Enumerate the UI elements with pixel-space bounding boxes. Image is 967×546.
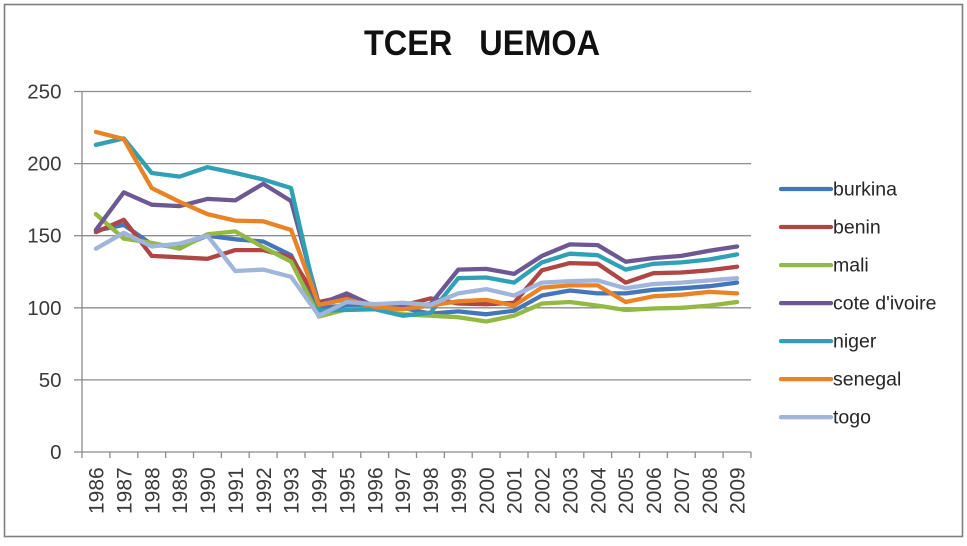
- svg-text:1992: 1992: [253, 467, 276, 514]
- svg-text:1988: 1988: [141, 467, 164, 514]
- svg-text:mali: mali: [833, 255, 869, 277]
- svg-text:togo: togo: [833, 407, 871, 429]
- svg-text:2004: 2004: [587, 467, 610, 514]
- svg-text:2005: 2005: [615, 467, 638, 514]
- svg-text:1993: 1993: [281, 467, 304, 514]
- svg-text:1990: 1990: [197, 467, 220, 514]
- svg-text:benin: benin: [833, 217, 881, 239]
- svg-text:2000: 2000: [476, 467, 499, 514]
- svg-text:1991: 1991: [225, 467, 248, 514]
- svg-text:cote d'ivoire: cote d'ivoire: [833, 293, 936, 315]
- svg-text:TCER UEMOA: TCER UEMOA: [364, 24, 600, 63]
- svg-text:1996: 1996: [364, 467, 387, 514]
- svg-text:1987: 1987: [113, 467, 136, 514]
- svg-text:1995: 1995: [336, 467, 359, 514]
- svg-text:200: 200: [27, 153, 61, 176]
- svg-text:1999: 1999: [448, 467, 471, 514]
- svg-text:2009: 2009: [727, 467, 750, 514]
- svg-text:1986: 1986: [86, 467, 109, 514]
- svg-text:niger: niger: [833, 331, 877, 353]
- svg-text:2003: 2003: [559, 467, 582, 514]
- svg-text:0: 0: [50, 441, 61, 464]
- svg-text:150: 150: [27, 225, 61, 248]
- svg-text:50: 50: [39, 369, 62, 392]
- svg-text:2002: 2002: [532, 467, 555, 514]
- svg-text:1994: 1994: [309, 467, 332, 514]
- svg-text:2008: 2008: [699, 467, 722, 514]
- svg-text:1989: 1989: [169, 467, 192, 514]
- svg-text:2006: 2006: [643, 467, 666, 514]
- svg-text:100: 100: [27, 297, 61, 320]
- svg-text:burkina: burkina: [833, 179, 897, 201]
- svg-text:2007: 2007: [671, 467, 694, 514]
- svg-text:1998: 1998: [420, 467, 443, 514]
- svg-text:250: 250: [27, 81, 61, 104]
- svg-text:senegal: senegal: [833, 369, 901, 391]
- svg-text:1997: 1997: [392, 467, 415, 514]
- svg-text:2001: 2001: [504, 467, 527, 514]
